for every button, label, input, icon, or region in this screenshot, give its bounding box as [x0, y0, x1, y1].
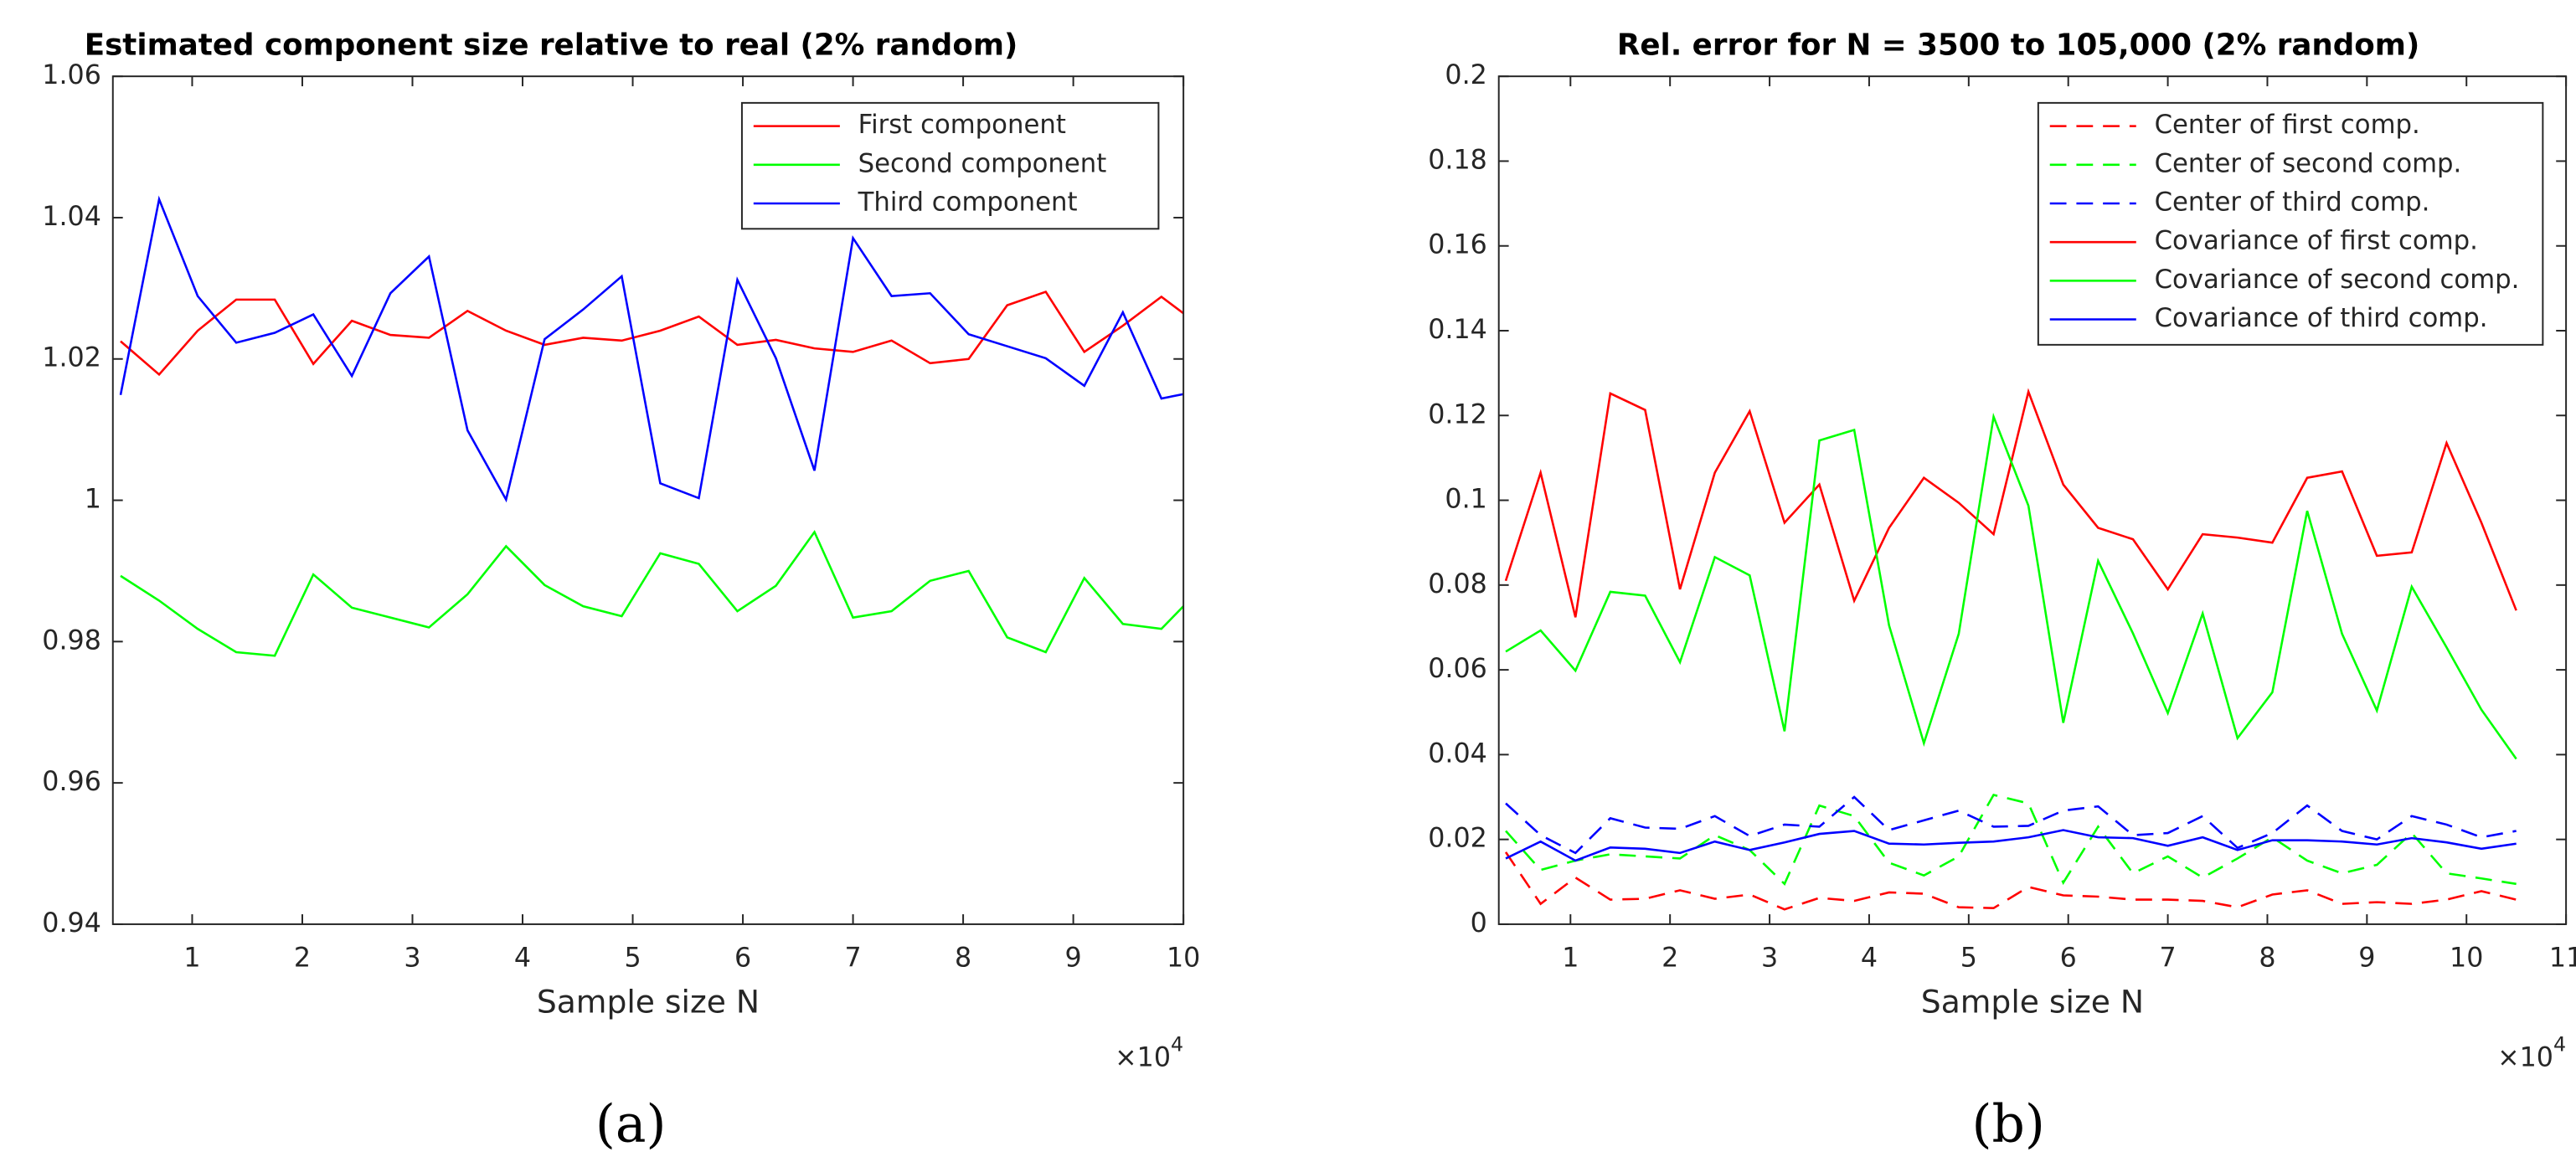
x-tick-label: 2: [1662, 944, 1678, 974]
x-tick-label: 10: [1167, 944, 1200, 974]
x-tick-label: 10: [2450, 944, 2483, 974]
x-tick-label: 8: [2259, 944, 2275, 974]
data-line: [1505, 412, 2517, 760]
data-line: [120, 291, 1184, 377]
chart-title: Estimated component size relative to rea…: [85, 28, 1018, 62]
y-tick-label: 0.06: [1428, 654, 1487, 684]
x-scale-exponent: 4: [1171, 1032, 1183, 1056]
caption: (b): [1972, 1095, 2045, 1154]
x-tick-label: 8: [955, 944, 971, 974]
x-tick-label: 4: [1861, 944, 1878, 974]
x-tick-label: 4: [514, 944, 531, 974]
y-tick-label: 0.04: [1428, 738, 1487, 769]
legend-label: Center of third comp.: [2155, 187, 2430, 217]
x-scale-label: ×104: [1115, 1032, 1183, 1072]
legend-label: Covariance of first comp.: [2155, 226, 2478, 256]
x-scale-base: ×10: [1115, 1042, 1171, 1072]
legend-label: First component: [858, 110, 1066, 140]
x-tick-label: 3: [1761, 944, 1778, 974]
x-tick-label: 3: [404, 944, 420, 974]
legend-label: Covariance of third comp.: [2155, 303, 2488, 333]
x-tick-label: 7: [844, 944, 861, 974]
y-tick-label: 1.06: [42, 60, 101, 90]
legend-box: [2037, 101, 2544, 346]
x-tick-label: 5: [1960, 944, 1977, 974]
y-tick-label: 0.02: [1428, 824, 1487, 854]
y-tick-label: 0.16: [1428, 230, 1487, 260]
legend-label: Covariance of second comp.: [2155, 265, 2520, 295]
legend-label: Center of first comp.: [2155, 110, 2420, 140]
y-tick-label: 0.14: [1428, 315, 1487, 345]
data-line: [1505, 795, 2517, 855]
legend-label: Second component: [858, 148, 1107, 178]
x-tick-label: 9: [2358, 944, 2375, 974]
y-tick-label: 0.2: [1445, 60, 1486, 90]
y-tick-label: 0.94: [42, 908, 101, 938]
x-scale-base: ×10: [2497, 1042, 2553, 1072]
x-axis-label: Sample size N: [1921, 984, 2144, 1021]
y-tick-label: 0.18: [1428, 145, 1487, 175]
data-line: [1505, 829, 2517, 862]
y-tick-label: 1.04: [42, 202, 101, 232]
chart-title: Rel. error for N = 3500 to 105,000 (2% r…: [1617, 28, 2419, 62]
x-tick-label: 7: [2160, 944, 2177, 974]
y-tick-label: 0.12: [1428, 399, 1487, 429]
x-tick-label: 9: [1065, 944, 1082, 974]
x-tick-label: 2: [294, 944, 311, 974]
y-tick-label: 0.96: [42, 767, 101, 797]
y-tick-label: 0.1: [1445, 485, 1486, 515]
data-line: [1504, 851, 2517, 911]
y-tick-label: 0.98: [42, 625, 101, 656]
x-tick-label: 11: [2549, 944, 2576, 974]
data-line: [120, 529, 1184, 657]
x-tick-label: 1: [183, 944, 200, 974]
y-tick-label: 0.08: [1428, 569, 1487, 599]
y-tick-label: 1: [85, 485, 101, 515]
x-tick-label: 5: [624, 944, 641, 974]
x-tick-label: 6: [734, 944, 751, 974]
x-axis-label: Sample size N: [537, 984, 760, 1021]
y-tick-label: 1.02: [42, 343, 101, 373]
x-scale-label: ×104: [2497, 1032, 2566, 1072]
caption: (a): [595, 1095, 667, 1154]
data-line: [1505, 794, 2517, 887]
x-tick-label: 1: [1562, 944, 1579, 974]
data-line: [119, 195, 1184, 503]
x-tick-label: 6: [2060, 944, 2077, 974]
y-tick-label: 0: [1471, 908, 1487, 938]
legend-label: Third component: [858, 187, 1078, 217]
x-scale-exponent: 4: [2553, 1032, 2566, 1056]
legend-label: Center of second comp.: [2155, 148, 2462, 178]
